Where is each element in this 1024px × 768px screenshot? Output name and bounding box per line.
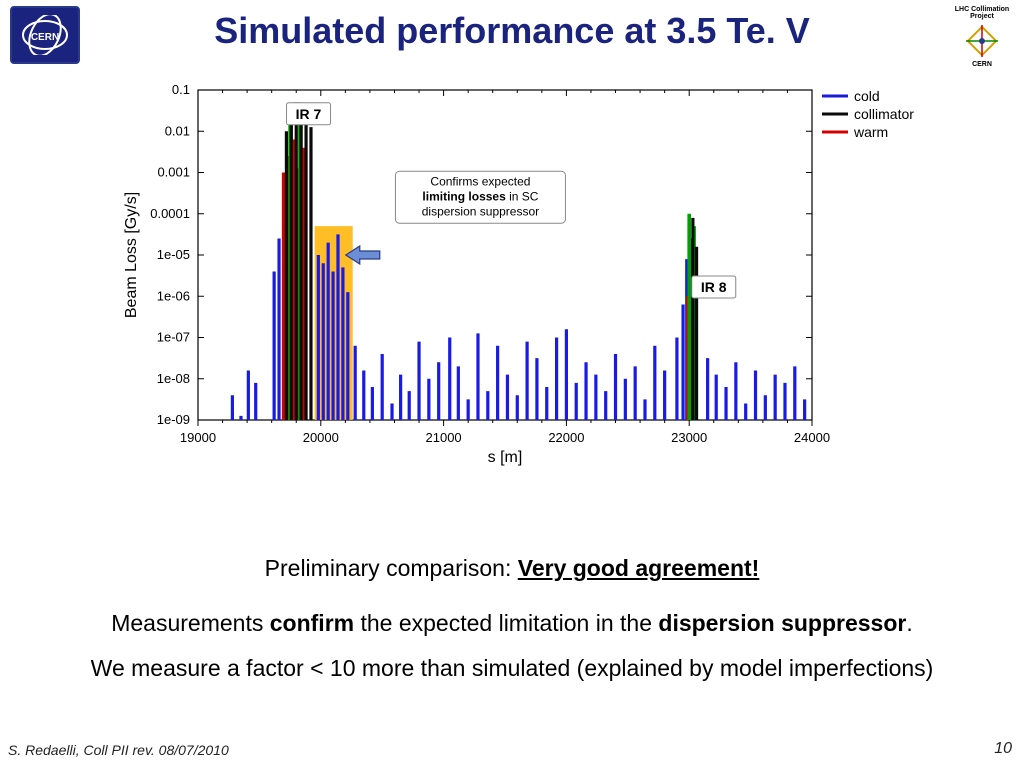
svg-text:1e-08: 1e-08	[157, 371, 190, 386]
chart-svg: 19000 20000 21000 22000 23000 24000 s [m] 1e-09…	[120, 80, 920, 468]
svg-text:23000: 23000	[671, 430, 707, 445]
svg-text:IR 7: IR 7	[296, 106, 322, 122]
body-line-2: Measurements confirm the expected limita…	[0, 610, 1024, 637]
beam-loss-chart: 19000 20000 21000 22000 23000 24000 s [m] 1e-09…	[120, 80, 920, 468]
svg-text:1e-09: 1e-09	[157, 412, 190, 427]
svg-text:dispersion suppressor: dispersion suppressor	[422, 204, 539, 218]
svg-text:0.01: 0.01	[165, 123, 190, 138]
body-line-1: Preliminary comparison: Very good agreem…	[0, 555, 1024, 582]
svg-text:limiting losses in SC: limiting losses in SC	[422, 189, 538, 203]
slide: CERN LHC CollimationProject CERN Simulat…	[0, 0, 1024, 768]
svg-text:collimator: collimator	[854, 106, 914, 122]
footer-author: S. Redaelli, Coll PII rev. 08/07/2010	[8, 742, 229, 758]
svg-text:24000: 24000	[794, 430, 830, 445]
svg-text:1e-05: 1e-05	[157, 247, 190, 262]
page-title: Simulated performance at 3.5 Te. V	[0, 10, 1024, 52]
title-text: Simulated performance at 3.5 Te. V	[214, 10, 810, 51]
svg-text:Confirms expected: Confirms expected	[430, 174, 530, 188]
svg-text:1e-06: 1e-06	[157, 288, 190, 303]
svg-text:0.0001: 0.0001	[150, 206, 190, 221]
footer-page-number: 10	[994, 740, 1012, 758]
svg-text:1e-07: 1e-07	[157, 330, 190, 345]
svg-text:warm: warm	[853, 124, 888, 140]
logo-right-bottom: CERN	[948, 61, 1016, 68]
svg-text:0.001: 0.001	[157, 165, 190, 180]
svg-text:s [m]: s [m]	[488, 449, 523, 466]
svg-text:cold: cold	[854, 88, 880, 104]
svg-text:21000: 21000	[426, 430, 462, 445]
svg-text:Beam Loss [Gy/s]: Beam Loss [Gy/s]	[123, 192, 140, 318]
svg-text:19000: 19000	[180, 430, 216, 445]
svg-text:20000: 20000	[303, 430, 339, 445]
body-line-3: We measure a factor < 10 more than simul…	[0, 655, 1024, 682]
svg-text:0.1: 0.1	[172, 82, 190, 97]
svg-text:22000: 22000	[548, 430, 584, 445]
svg-text:IR 8: IR 8	[701, 279, 727, 295]
